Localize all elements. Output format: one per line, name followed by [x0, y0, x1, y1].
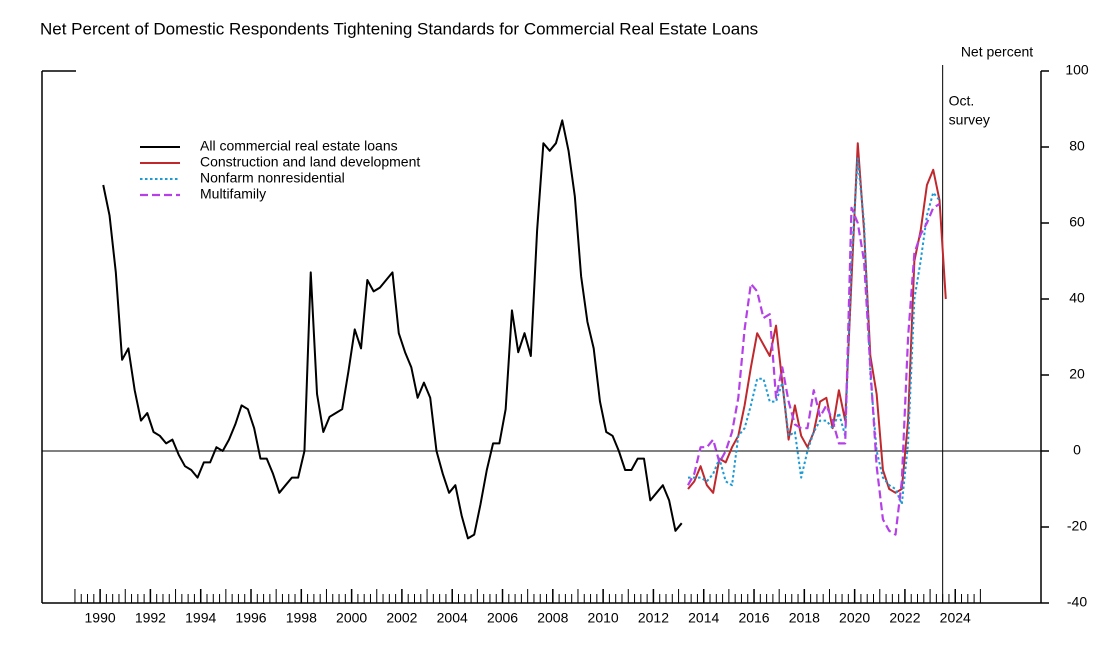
y-tick-label: 60 — [1069, 214, 1085, 230]
x-tick-label: 2010 — [588, 610, 619, 626]
y-tick-label: 0 — [1073, 442, 1081, 458]
x-tick-label: 2008 — [537, 610, 568, 626]
x-tick-label: 2016 — [738, 610, 769, 626]
y-tick-label: 40 — [1069, 290, 1085, 306]
x-tick-label: 1996 — [235, 610, 266, 626]
y-tick-label: 20 — [1069, 366, 1085, 382]
annotation-text: Oct. — [949, 93, 975, 109]
x-tick-label: 1998 — [286, 610, 317, 626]
legend-label: Construction and land development — [200, 154, 420, 170]
x-tick-label: 2024 — [940, 610, 971, 626]
legend-label: Multifamily — [200, 186, 266, 202]
x-tick-label: 1992 — [135, 610, 166, 626]
x-tick-label: 2018 — [789, 610, 820, 626]
series-line — [687, 203, 941, 536]
legend-label: All commercial real estate loans — [200, 138, 398, 154]
series-line — [102, 119, 683, 540]
legend-label: Nonfarm nonresidential — [200, 170, 345, 186]
x-tick-label: 2000 — [336, 610, 367, 626]
y-tick-label: 100 — [1065, 62, 1089, 78]
chart-title: Net Percent of Domestic Respondents Tigh… — [40, 19, 758, 38]
series-line — [688, 157, 941, 506]
x-tick-label: 2022 — [889, 610, 920, 626]
annotation-text: survey — [949, 112, 990, 128]
y-tick-label: -20 — [1067, 518, 1087, 534]
x-tick-label: 2006 — [487, 610, 518, 626]
x-tick-label: 2012 — [638, 610, 669, 626]
y-tick-label: -40 — [1067, 594, 1087, 610]
x-tick-label: 1990 — [85, 610, 116, 626]
x-tick-label: 2004 — [437, 610, 468, 626]
x-tick-label: 1994 — [185, 610, 216, 626]
y-axis-label: Net percent — [961, 44, 1033, 60]
series-line — [687, 142, 947, 494]
x-tick-label: 2020 — [839, 610, 870, 626]
x-tick-label: 2014 — [688, 610, 719, 626]
x-tick-label: 2002 — [386, 610, 417, 626]
y-tick-label: 80 — [1069, 138, 1085, 154]
